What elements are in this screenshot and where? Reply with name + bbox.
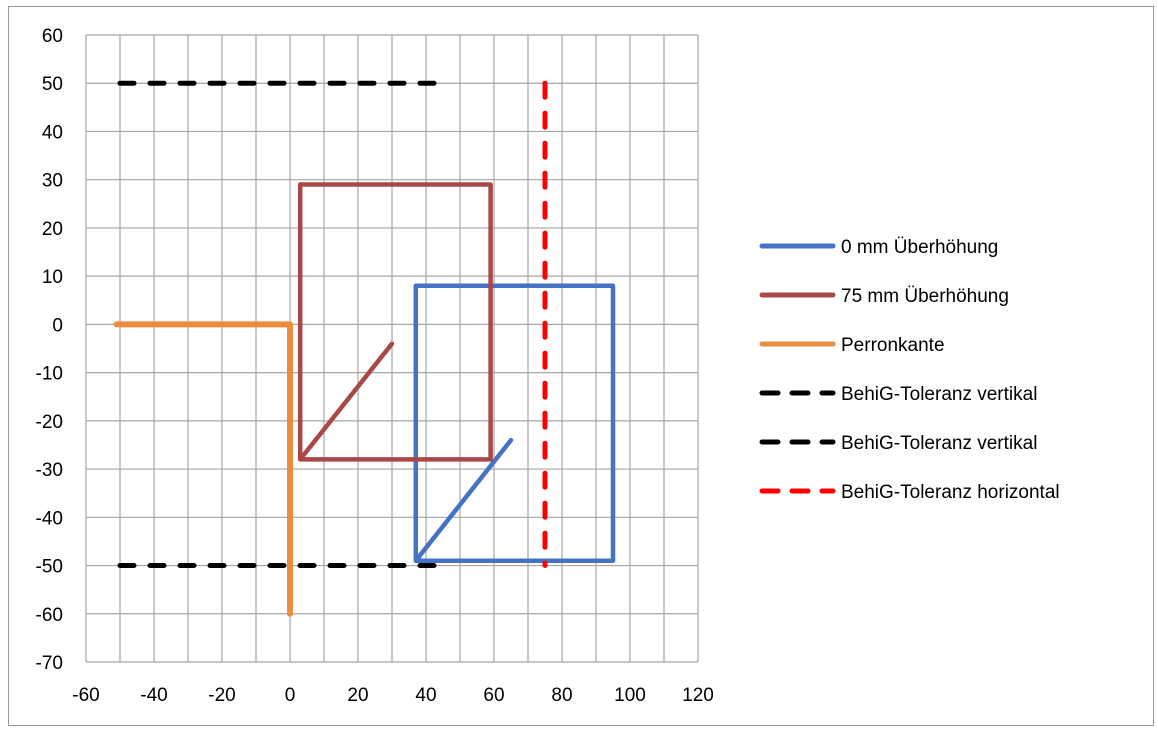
- series-line-2: [113, 321, 293, 617]
- legend-label: BehiG-Toleranz vertikal: [841, 433, 1037, 454]
- chart-area: [8, 6, 1154, 726]
- y-tick-label: 10: [42, 267, 63, 288]
- legend-label: Perronkante: [841, 335, 945, 356]
- x-tick-label: 60: [483, 685, 504, 706]
- x-tick-label: 20: [347, 685, 368, 706]
- x-tick-label: -40: [140, 685, 167, 706]
- y-tick-label: -10: [36, 364, 63, 385]
- y-tick-label: 30: [42, 171, 63, 192]
- x-tick-label: -60: [72, 685, 99, 706]
- legend: 0 mm Überhöhung 75 mm Überhöhung Perronkan…: [759, 237, 1060, 503]
- x-tick-label: -20: [208, 685, 235, 706]
- legend-label: BehiG-Toleranz vertikal: [841, 384, 1037, 405]
- x-tick-label: 40: [415, 685, 436, 706]
- y-tick-label: -20: [36, 412, 63, 433]
- legend-label: 0 mm Überhöhung: [841, 237, 998, 258]
- series-line-1: [297, 182, 493, 462]
- x-tick-label: 80: [551, 685, 572, 706]
- y-tick-label: 40: [42, 122, 63, 143]
- y-tick-label: -40: [36, 508, 63, 529]
- x-tick-label: 0: [285, 685, 296, 706]
- y-tick-label: 60: [42, 26, 63, 47]
- x-axis-ticks: -60 -40 -20 0 20 40 60 80 100 120: [72, 685, 714, 706]
- y-tick-label: -30: [36, 460, 63, 481]
- legend-label: BehiG-Toleranz horizontal: [841, 482, 1060, 503]
- y-axis-ticks: 60 50 40 30 20 10 0 -10 -20 -30 -40 -50 -60 -70: [36, 26, 63, 674]
- legend-label: 75 mm Überhöhung: [841, 286, 1009, 307]
- y-tick-label: 50: [42, 74, 63, 95]
- x-tick-label: 120: [682, 685, 714, 706]
- series-line-0: [413, 283, 616, 563]
- x-tick-label: 100: [614, 685, 646, 706]
- y-tick-label: -50: [36, 557, 63, 578]
- y-tick-label: -70: [36, 653, 63, 674]
- y-tick-label: 20: [42, 219, 63, 240]
- series-layer: [113, 80, 616, 617]
- y-tick-label: 0: [52, 315, 63, 336]
- y-tick-label: -60: [36, 605, 63, 626]
